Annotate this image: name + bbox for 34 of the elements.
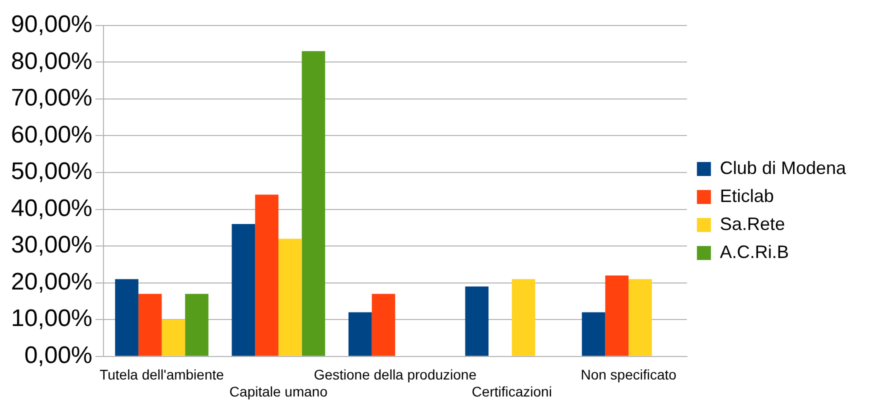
bar	[115, 279, 138, 356]
y-tick-label: 40,00%	[10, 194, 92, 222]
y-tick-label: 50,00%	[10, 158, 92, 186]
bar	[348, 312, 372, 356]
bar	[255, 194, 278, 356]
y-tick-label: 70,00%	[10, 84, 92, 112]
bar	[582, 312, 606, 356]
legend-label: Club di Modena	[720, 158, 847, 178]
bar	[138, 294, 162, 356]
x-tick-label: Tutela dell'ambiente	[100, 366, 224, 383]
legend-label: A.C.Ri.B	[720, 242, 789, 262]
bar	[162, 320, 186, 356]
bar	[605, 275, 629, 356]
x-tick-label: Certificazioni	[472, 383, 552, 400]
bar	[185, 294, 208, 356]
y-tick-label: 0,00%	[24, 342, 92, 370]
bar	[512, 279, 536, 356]
bar	[278, 238, 302, 356]
bar	[302, 51, 326, 356]
y-tick-label: 20,00%	[10, 268, 92, 296]
y-tick-label: 60,00%	[10, 121, 92, 148]
bar	[465, 286, 489, 356]
x-tick-label: Non specificato	[580, 366, 677, 383]
y-tick-label: 30,00%	[10, 232, 92, 259]
y-tick-label: 90,00%	[10, 11, 92, 38]
legend-label: Eticlab	[720, 186, 774, 206]
y-tick-label: 10,00%	[10, 305, 92, 332]
bar	[628, 279, 652, 356]
x-tick-label: Capitale umano	[229, 383, 328, 400]
bar	[232, 224, 256, 356]
x-tick-label: Gestione della produzione	[314, 366, 477, 383]
bar	[372, 294, 396, 356]
y-tick-label: 80,00%	[10, 48, 92, 75]
legend-label: Sa.Rete	[720, 214, 785, 234]
